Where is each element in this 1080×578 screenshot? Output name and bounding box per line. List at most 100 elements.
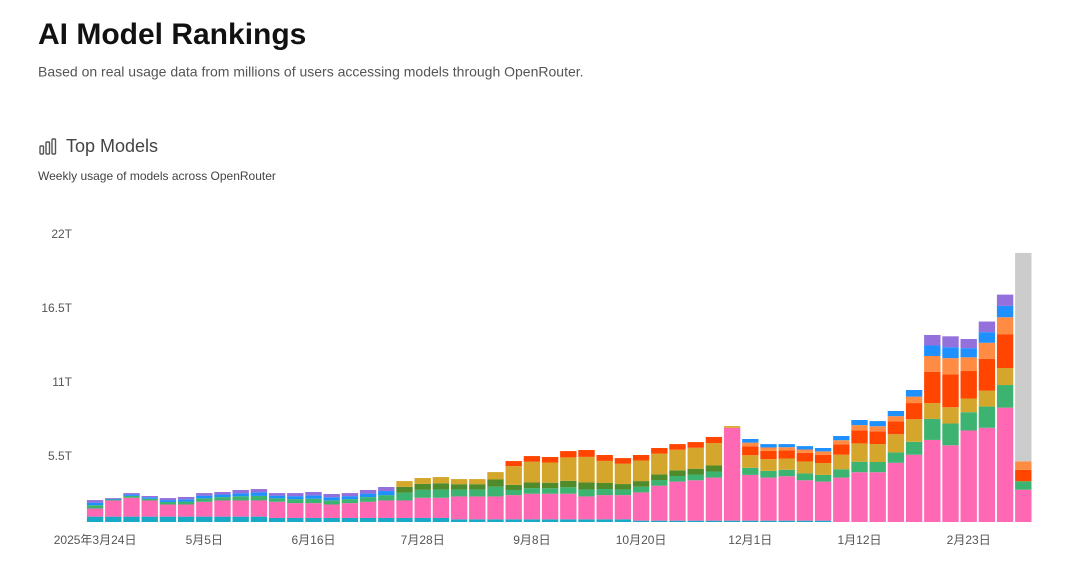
bar-segment xyxy=(378,491,395,496)
bar-segment xyxy=(851,472,868,522)
bar-segment xyxy=(651,480,668,486)
bar-segment xyxy=(541,493,559,520)
bar-segment xyxy=(86,502,104,506)
bar-segment xyxy=(942,374,959,408)
bar-segment xyxy=(960,371,977,399)
bar-segment xyxy=(341,496,359,500)
bar-segment xyxy=(960,357,977,372)
bar-segment xyxy=(414,478,431,484)
bar-segment xyxy=(942,358,959,375)
bar-segment xyxy=(141,497,158,499)
bar-segment xyxy=(469,489,486,497)
bar-segment xyxy=(851,430,868,444)
bar-segment xyxy=(378,487,395,492)
bar-segment xyxy=(414,497,431,518)
bar-segment xyxy=(123,497,140,517)
bar-segment xyxy=(814,451,832,455)
y-tick-label: 22T xyxy=(51,227,72,241)
bar-segment xyxy=(742,455,759,468)
bar-segment xyxy=(669,481,686,521)
bar-segment xyxy=(578,519,595,522)
bar-segment xyxy=(814,448,832,452)
bar-segment xyxy=(469,519,486,522)
bar-segment xyxy=(250,516,268,522)
bar-segment xyxy=(359,501,377,518)
bar-segment xyxy=(614,463,632,485)
bar-segment xyxy=(378,500,395,518)
bar-segment xyxy=(469,479,486,485)
chart-title: Top Models xyxy=(66,136,158,156)
bar-segment xyxy=(869,431,886,445)
bar-segment xyxy=(323,497,340,501)
bar-segment xyxy=(177,501,195,505)
bar-segment xyxy=(341,499,359,504)
bar-segment xyxy=(978,390,996,407)
bar-segment xyxy=(887,416,905,422)
bar-segment xyxy=(105,499,122,501)
bar-segment xyxy=(141,498,158,501)
chart-subtitle: Weekly usage of models across OpenRouter xyxy=(38,169,276,183)
bar-segment xyxy=(778,447,795,451)
bar-segment xyxy=(414,517,431,522)
bar-segment xyxy=(778,476,795,521)
bar-segment xyxy=(596,495,613,520)
bar-segment xyxy=(778,444,795,448)
bar-segment xyxy=(978,342,996,359)
bar-segment xyxy=(996,368,1014,386)
bar-segment xyxy=(541,519,559,522)
bar-segment xyxy=(960,339,977,349)
bar-segment xyxy=(359,489,377,494)
bar-segment xyxy=(305,491,322,496)
bar-segment xyxy=(523,488,541,494)
bar-segment xyxy=(487,519,504,522)
bar-segment xyxy=(742,442,759,447)
bar-segment xyxy=(305,517,322,522)
bar-segment xyxy=(196,493,213,496)
bar-segment xyxy=(924,439,941,522)
bar-segment xyxy=(796,461,814,474)
bar-segment xyxy=(305,503,322,518)
bar-segment xyxy=(614,495,632,520)
bar-segment xyxy=(614,484,632,490)
bar-segment xyxy=(978,406,996,428)
bar-segment xyxy=(760,520,777,522)
bar-segment xyxy=(942,445,959,522)
bar-segment xyxy=(341,493,359,497)
bar-segment xyxy=(614,489,632,496)
bar-segment xyxy=(159,516,177,522)
bar-segment xyxy=(414,483,431,490)
bar-segment xyxy=(742,520,759,522)
bar-segment xyxy=(851,443,868,462)
bar-segment xyxy=(851,461,868,473)
bar-segment xyxy=(359,493,377,498)
bar-segment xyxy=(86,516,104,522)
bar-segment xyxy=(105,500,122,517)
bar-segment xyxy=(396,481,413,487)
bar-segment xyxy=(250,489,268,493)
bar-segment xyxy=(632,454,650,461)
bar-segment xyxy=(323,517,340,522)
bar-segment xyxy=(869,472,886,522)
bar-segment xyxy=(469,496,486,520)
bar-segment xyxy=(996,317,1014,335)
bar-segment xyxy=(268,501,286,518)
bar-segment xyxy=(232,489,249,494)
bar-segment xyxy=(669,475,686,482)
bar-segment xyxy=(86,508,104,517)
bar-segment xyxy=(996,294,1014,306)
bar-segment xyxy=(287,517,304,522)
bar-segment xyxy=(778,458,795,470)
bar-segment xyxy=(250,492,268,496)
bar-segment xyxy=(978,321,996,333)
bar-segment xyxy=(323,494,340,498)
bar-segment xyxy=(778,520,795,522)
page-title: AI Model Rankings xyxy=(38,18,306,51)
bar-segment xyxy=(177,516,195,522)
bar-segment xyxy=(396,486,413,493)
bar-segment xyxy=(359,497,377,502)
x-tick-label: 6月16日 xyxy=(291,533,335,547)
bar-segment xyxy=(705,477,723,521)
chart-icon xyxy=(39,138,57,155)
bar-segment xyxy=(560,519,577,522)
bar-segment xyxy=(487,496,504,520)
